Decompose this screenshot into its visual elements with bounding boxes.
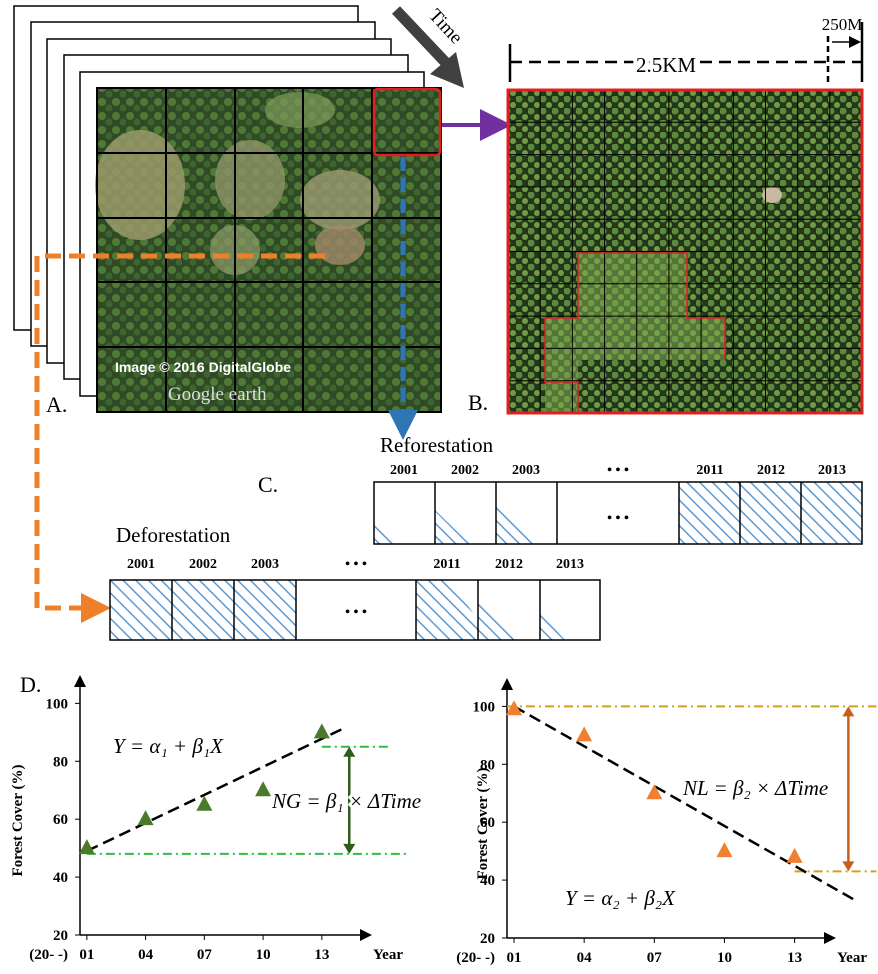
x-axis-title: Year <box>837 950 867 966</box>
arrow-head <box>842 861 855 872</box>
x-axis-title: Year <box>373 947 403 963</box>
y-tick-label: 80 <box>53 754 68 770</box>
gap-label: • • • <box>345 605 367 620</box>
data-point <box>78 839 95 855</box>
x-tick-label: 01 <box>507 950 522 966</box>
y-axis-title: Forest Cover (%) <box>10 765 26 877</box>
x-tick-label: 13 <box>787 950 802 966</box>
arrow-head <box>343 843 356 854</box>
equation: NG = β₁ × ΔTime <box>271 789 421 813</box>
row-title: Deforestation <box>116 523 231 547</box>
image-brand: Google earth <box>168 384 267 405</box>
year-label: 2011 <box>696 463 723 478</box>
y-tick-label: 40 <box>480 873 495 889</box>
gap-label: • • • <box>607 463 629 478</box>
deforestation-arrow <box>34 253 325 623</box>
y-tick-label: 40 <box>53 870 68 886</box>
x-tick-label: 10 <box>717 950 732 966</box>
y-tick-label: 100 <box>46 696 69 712</box>
panel-label: C. <box>258 472 278 497</box>
year-label: 2013 <box>818 463 846 478</box>
data-point <box>716 842 733 858</box>
x-tick-label: 01 <box>79 947 94 963</box>
year-label: 2003 <box>512 463 540 478</box>
x-prefix: (20- -) <box>29 947 68 963</box>
data-point <box>646 784 663 800</box>
scale-label: 2.5KM <box>636 53 696 77</box>
data-point <box>786 847 803 863</box>
year-label: 2001 <box>390 463 418 478</box>
arrow-head <box>842 706 855 717</box>
year-label: 2003 <box>251 557 279 572</box>
scale-label: 250M <box>822 15 863 34</box>
image-credit: Image © 2016 DigitalGlobe <box>115 359 291 375</box>
deforestation-row: 2001 2002 2003 • • • 2011 2012 2013 • • … <box>109 557 601 641</box>
data-point <box>576 726 593 742</box>
y-tick-label: 20 <box>53 928 68 944</box>
year-label: 2012 <box>757 463 785 478</box>
data-point <box>255 781 272 797</box>
year-label: 2013 <box>556 557 584 572</box>
data-point <box>196 795 213 811</box>
year-label: 2012 <box>495 557 523 572</box>
data-point <box>313 723 330 739</box>
year-label: 2002 <box>451 463 479 478</box>
trend-line <box>86 728 342 853</box>
y-tick-label: 20 <box>480 931 495 947</box>
x-tick-label: 04 <box>138 947 154 963</box>
data-point <box>137 810 154 826</box>
x-tick-label: 04 <box>577 950 593 966</box>
charts: 20 40 60 80 100 01 04 07 10 13 (20- -) Year Forest C… <box>10 675 877 966</box>
reforestation-row: 2001 2002 2003 • • • 2011 2012 2013 • • … <box>373 463 863 545</box>
x-tick-label: 13 <box>314 947 329 963</box>
year-label: 2001 <box>127 557 155 572</box>
y-tick-label: 60 <box>53 812 68 828</box>
trend-line <box>513 705 857 902</box>
equation: Y = α₂ + β₂X <box>565 886 676 910</box>
x-prefix: (20- -) <box>456 950 495 966</box>
gap-label: • • • <box>607 511 629 526</box>
satellite-image-b <box>506 88 864 415</box>
y-tick-label: 80 <box>480 757 495 773</box>
panel-label: B. <box>468 390 488 415</box>
x-tick-label: 07 <box>197 947 213 963</box>
y-tick-label: 100 <box>473 699 496 715</box>
arrow-head <box>343 746 356 757</box>
y-axis-title: Forest Cover (%) <box>475 768 491 880</box>
equation: Y = α₁ + β₁X <box>113 734 224 758</box>
x-tick-label: 10 <box>256 947 271 963</box>
equation: NL = β₂ × ΔTime <box>682 776 828 800</box>
data-point <box>506 700 523 716</box>
x-tick-label: 07 <box>647 950 663 966</box>
satellite-image-a: Image © 2016 DigitalGlobe Google earth <box>95 87 442 413</box>
panel-label: D. <box>20 672 41 697</box>
year-label: 2002 <box>189 557 217 572</box>
row-title: Reforestation <box>380 433 494 457</box>
panel-label: A. <box>46 392 67 417</box>
year-label: 2011 <box>433 557 460 572</box>
scale-bar <box>508 22 864 82</box>
y-tick-label: 60 <box>480 815 495 831</box>
gap-label: • • • <box>345 557 367 572</box>
